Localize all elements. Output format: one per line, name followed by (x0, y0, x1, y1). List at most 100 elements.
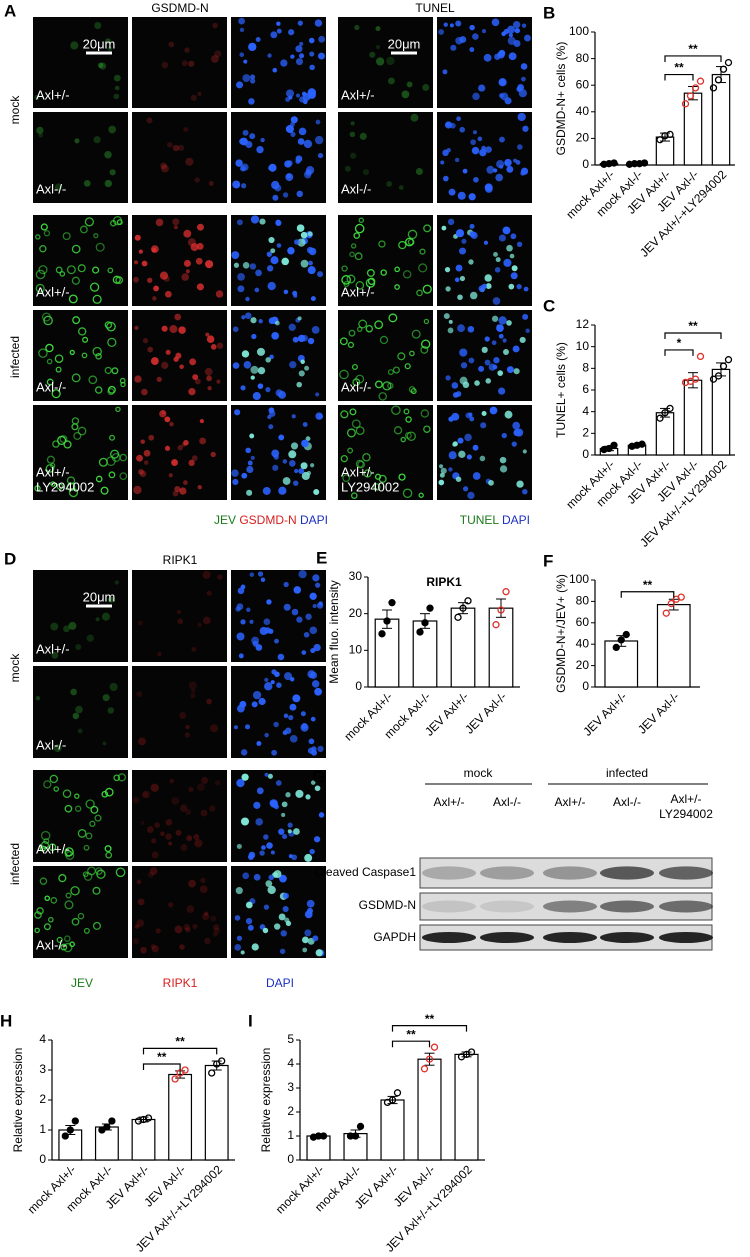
cell-dot (107, 707, 115, 714)
cell-dot (274, 923, 281, 930)
cell-dot (493, 252, 498, 257)
cell-dot (181, 273, 190, 281)
cell-dot (104, 151, 112, 159)
cell-dot (40, 841, 50, 850)
significance-label: ** (688, 42, 698, 56)
cell-dot (346, 428, 356, 438)
cell-dot (41, 312, 51, 322)
cell-dot (112, 275, 121, 284)
cell-dot (206, 590, 212, 596)
cell-dot (161, 361, 169, 370)
cell-dot (281, 812, 286, 818)
cell-dot (375, 26, 381, 32)
cell-dot (245, 918, 253, 925)
cell-dot (239, 52, 245, 58)
cell-dot (263, 618, 271, 626)
cell-dot (139, 470, 147, 478)
cell-dot (394, 284, 400, 290)
cell-dot (516, 284, 522, 290)
cell-dot (498, 234, 506, 242)
cell-dot (206, 375, 212, 382)
cell-dot (94, 386, 103, 394)
cell-label: LY294002 (36, 479, 94, 494)
cell-dot (405, 416, 412, 423)
cell-dot (448, 416, 454, 422)
y-axis-label: Relative expression (11, 1048, 25, 1153)
cell-dot (461, 238, 467, 244)
cell-dot (247, 924, 254, 931)
cell-dot (205, 260, 214, 269)
cell-dot (517, 112, 526, 122)
y-tick-label: 0 (39, 1152, 46, 1166)
cell-dot (267, 773, 273, 779)
cell-dot (141, 791, 149, 798)
cell-dot (43, 230, 51, 237)
panel-letter: C (543, 296, 555, 315)
cell-dot (302, 936, 309, 944)
data-point (144, 1114, 153, 1122)
cell-dot (286, 160, 293, 167)
cell-dot (315, 412, 323, 420)
cell-dot (179, 712, 187, 719)
cell-dot (267, 53, 272, 58)
cell-dot (288, 29, 295, 36)
lane-label: Axl-/- (613, 795, 641, 809)
micrograph (437, 215, 532, 306)
cell-dot (456, 116, 461, 122)
cell-dot (84, 217, 95, 227)
data-point (181, 1066, 189, 1074)
row-label: infected (8, 336, 22, 378)
cell-dot (250, 375, 255, 380)
cell-dot (183, 126, 189, 132)
cell-dot (143, 449, 151, 457)
cell-dot (307, 266, 316, 275)
cell-dot (496, 159, 505, 169)
cell-dot (455, 391, 462, 397)
cell-dot (185, 809, 192, 815)
cell-dot (194, 378, 201, 385)
blot-band (422, 866, 476, 880)
cell-dot (459, 36, 467, 43)
data-point (661, 409, 669, 417)
cell-dot (348, 329, 356, 337)
data-point (714, 76, 723, 84)
cell-dot (310, 780, 316, 785)
cell-dot (119, 472, 128, 481)
cell-dot (256, 145, 264, 154)
cell-dot (142, 337, 149, 344)
data-point (662, 609, 670, 617)
cell-dot (288, 854, 293, 859)
micrograph (231, 666, 326, 758)
cell-dot (282, 730, 288, 736)
cell-dot (172, 144, 180, 152)
cell-dot (269, 799, 278, 808)
cell-dot (269, 354, 274, 360)
cell-label: Axl+/- (341, 284, 375, 299)
cell-dot (62, 232, 71, 241)
cell-dot (152, 296, 157, 301)
cell-dot (270, 31, 278, 39)
cell-dot (262, 927, 269, 934)
cell-dot (151, 838, 157, 844)
cell-dot (96, 869, 106, 879)
cell-dot (303, 171, 312, 179)
cell-dot (485, 146, 492, 153)
cell-dot (314, 19, 323, 27)
cell-dot (483, 240, 489, 245)
micrograph (33, 866, 128, 958)
cell-dot (147, 871, 155, 878)
cell-dot (296, 190, 304, 198)
cell-dot (511, 265, 518, 272)
cell-dot (111, 367, 119, 375)
cell-dot (272, 464, 279, 471)
cell-dot (105, 38, 111, 44)
cell-dot (290, 122, 295, 127)
cell-dot (184, 47, 190, 53)
data-point (667, 599, 675, 608)
significance-bracket (142, 1047, 218, 1055)
cell-dot (270, 248, 276, 254)
cell-dot (511, 441, 517, 447)
cell-dot (154, 822, 160, 828)
cell-label: Axl-/- (36, 737, 66, 752)
cell-dot (304, 365, 310, 371)
